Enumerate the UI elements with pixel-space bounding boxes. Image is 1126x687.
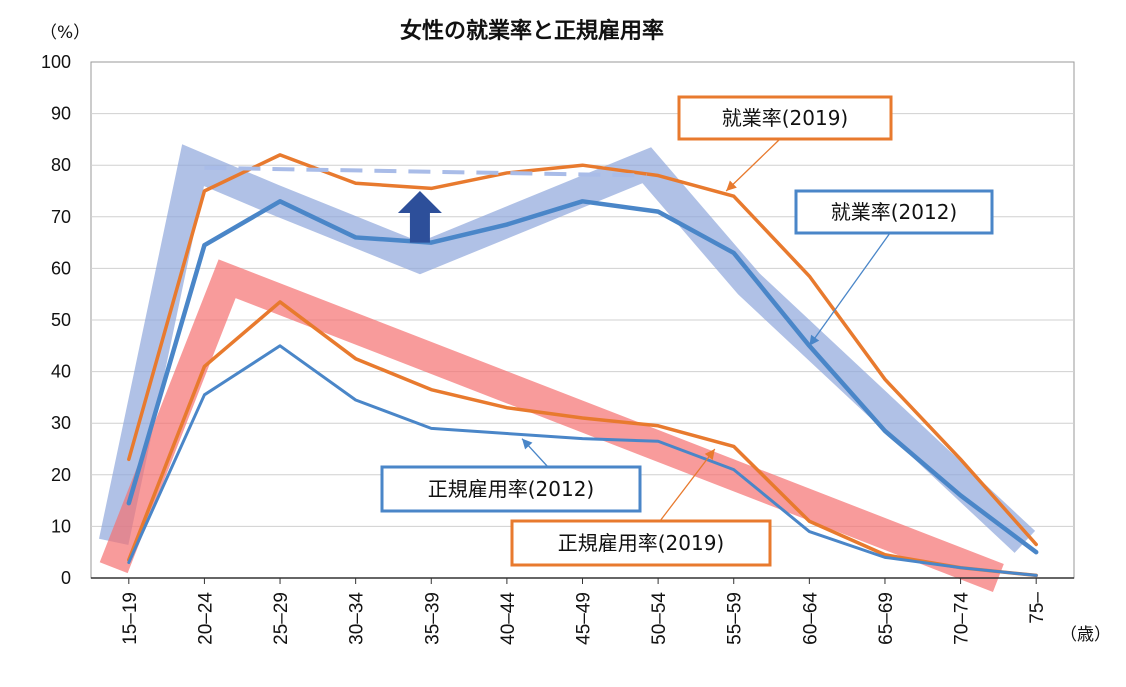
y-axis-unit: （%）: [40, 23, 90, 43]
callout-label: 正規雇用率(2012): [428, 477, 595, 501]
callout-box: [510, 519, 772, 567]
x-axis-unit: （歳）: [1060, 625, 1111, 645]
y-tick-label: 90: [51, 104, 71, 124]
x-tick-label: 70–74: [952, 592, 973, 645]
callout-label: 正規雇用率(2019): [558, 531, 725, 555]
callout-leader: [808, 232, 891, 347]
callout-arrowhead: [809, 334, 820, 346]
x-tick-label: 25–29: [271, 592, 292, 645]
up-arrow-icon: [397, 191, 442, 243]
highlight-band: [99, 144, 1036, 553]
y-tick-label: 10: [51, 516, 71, 536]
series-line: [127, 153, 1038, 547]
callout-box: [677, 95, 893, 141]
callout-label: 就業率(2012): [831, 200, 958, 224]
callout-label: 就業率(2019): [722, 106, 849, 130]
callout-arrowhead: [522, 438, 533, 450]
x-tick-label: 40–44: [498, 592, 519, 645]
callout-box: [794, 189, 994, 235]
x-tick-label: 35–39: [422, 592, 443, 645]
callout-arrowhead: [704, 449, 715, 460]
x-tick-label: 30–34: [347, 592, 368, 645]
x-tick-label: 60–64: [800, 592, 821, 645]
y-tick-label: 70: [51, 207, 71, 227]
callout-box: [380, 465, 642, 513]
overlay-marks: [204, 165, 647, 243]
dashed-reference-line: [204, 165, 647, 178]
x-tick-label: 65–69: [876, 592, 897, 645]
callouts: 就業率(2019) 就業率(2012) 正規雇用率(2012) 正規雇用率(2019): [380, 95, 994, 567]
y-tick-label: 30: [51, 413, 71, 433]
y-tick-label: 0: [61, 568, 71, 588]
x-tick-label: 45–49: [574, 592, 595, 645]
y-tick-label: 40: [51, 362, 71, 382]
highlight-bands: [99, 144, 1036, 592]
x-tick-label: 55–59: [725, 592, 746, 645]
series-line: [127, 300, 1038, 578]
x-tick-label: 75–: [1027, 592, 1048, 624]
callout-leader: [659, 448, 716, 522]
series-line: [127, 344, 1038, 577]
y-tick-label: 20: [51, 465, 71, 485]
chart-title: 女性の就業率と正規雇用率: [400, 18, 664, 44]
x-tick-label: 15–19: [120, 592, 141, 645]
x-tick-label: 50–54: [649, 592, 670, 645]
x-tick-label: 20–24: [195, 592, 216, 645]
y-tick-label: 100: [41, 52, 71, 72]
axes: 0 10 20 30 40 50 60 70 80 90 100 15–19 20–24 25–29 30–…: [41, 52, 1074, 645]
y-tick-label: 60: [51, 258, 71, 278]
callout-leader: [725, 138, 781, 192]
series-line: [126, 199, 1039, 555]
y-tick-label: 80: [51, 155, 71, 175]
y-tick-label: 50: [51, 310, 71, 330]
callout-arrowhead: [726, 180, 737, 191]
highlight-band: [99, 259, 1004, 592]
series-lines: [126, 153, 1039, 578]
